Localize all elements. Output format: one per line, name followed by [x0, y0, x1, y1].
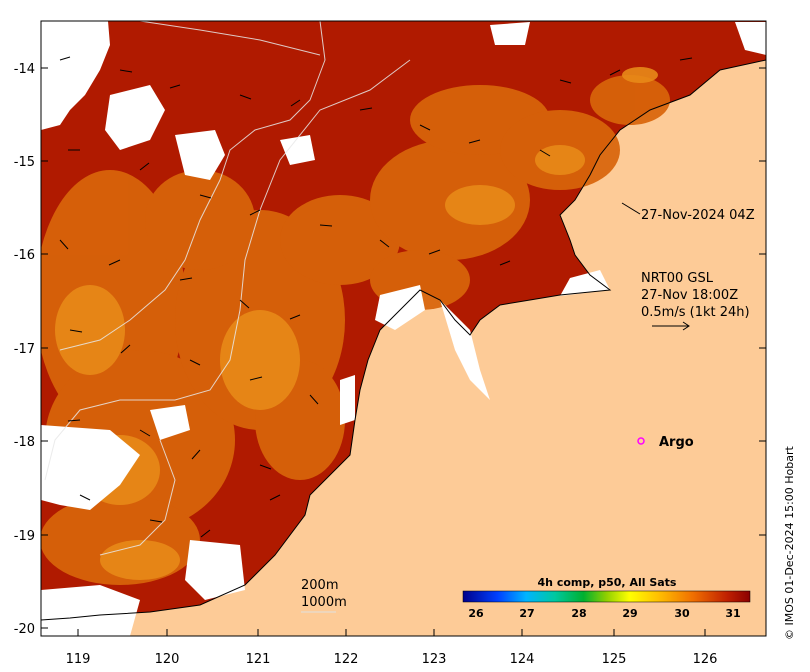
colorbar-tick: 31: [725, 607, 740, 620]
credit-text: © IMOS 01-Dec-2024 15:00 Hobart: [783, 446, 796, 640]
argo-label: Argo: [659, 435, 694, 450]
lon-tick-label: 120: [155, 652, 180, 667]
lat-tick-label: -20: [14, 622, 35, 637]
depth-contour-label-200: 200m: [301, 578, 338, 593]
lat-tick-label: -14: [14, 62, 35, 77]
argo-float-marker: [637, 437, 645, 445]
lon-tick-marks: [77, 629, 706, 636]
bathymetry-contours: [44, 21, 411, 556]
lon-tick-label: 126: [693, 652, 718, 667]
depth-contour-label-1000: 1000m: [301, 595, 347, 610]
colorbar: 4h comp, p50, All Sats 26 27 28 29 30 31: [462, 576, 751, 620]
colorbar-tick: 26: [468, 607, 484, 620]
current-vectors: [59, 56, 693, 538]
lat-tick-label: -16: [14, 248, 35, 263]
coastline: [41, 59, 766, 621]
lon-tick-label: 125: [602, 652, 627, 667]
lat-axis: -14 -15 -16 -17 -18 -19 -20: [14, 62, 766, 637]
plot-area: [41, 21, 766, 636]
colorbar-tick: 30: [674, 607, 690, 620]
colorbar-tick: 27: [519, 607, 534, 620]
colorbar-gradient: [462, 590, 751, 603]
timestamp-pointer: [621, 202, 641, 215]
colorbar-title: 4h comp, p50, All Sats: [538, 576, 677, 589]
lat-tick-label: -17: [14, 342, 35, 357]
no-data-clouds: [41, 21, 766, 636]
lon-tick-label: 122: [334, 652, 359, 667]
current-source-label: NRT00 GSL: [641, 271, 714, 286]
lon-tick-label: 123: [422, 652, 447, 667]
lon-tick-label: 119: [66, 652, 91, 667]
lat-tick-marks: [41, 67, 766, 629]
image-timestamp: 27-Nov-2024 04Z: [641, 208, 755, 223]
plot-frame: [40, 20, 767, 637]
colorbar-tick: 29: [622, 607, 637, 620]
colorbar-tick: 28: [571, 607, 586, 620]
lon-axis: 119 120 121 122 123 124 125 126: [66, 629, 718, 667]
scale-arrow-icon: [652, 321, 690, 331]
lat-tick-label: -18: [14, 435, 35, 450]
lat-tick-label: -19: [14, 529, 35, 544]
lon-tick-label: 124: [510, 652, 535, 667]
lat-tick-label: -15: [14, 155, 35, 170]
lon-tick-label: 121: [246, 652, 271, 667]
current-scale-label: 0.5m/s (1kt 24h): [641, 305, 750, 320]
current-time-label: 27-Nov 18:00Z: [641, 288, 738, 303]
